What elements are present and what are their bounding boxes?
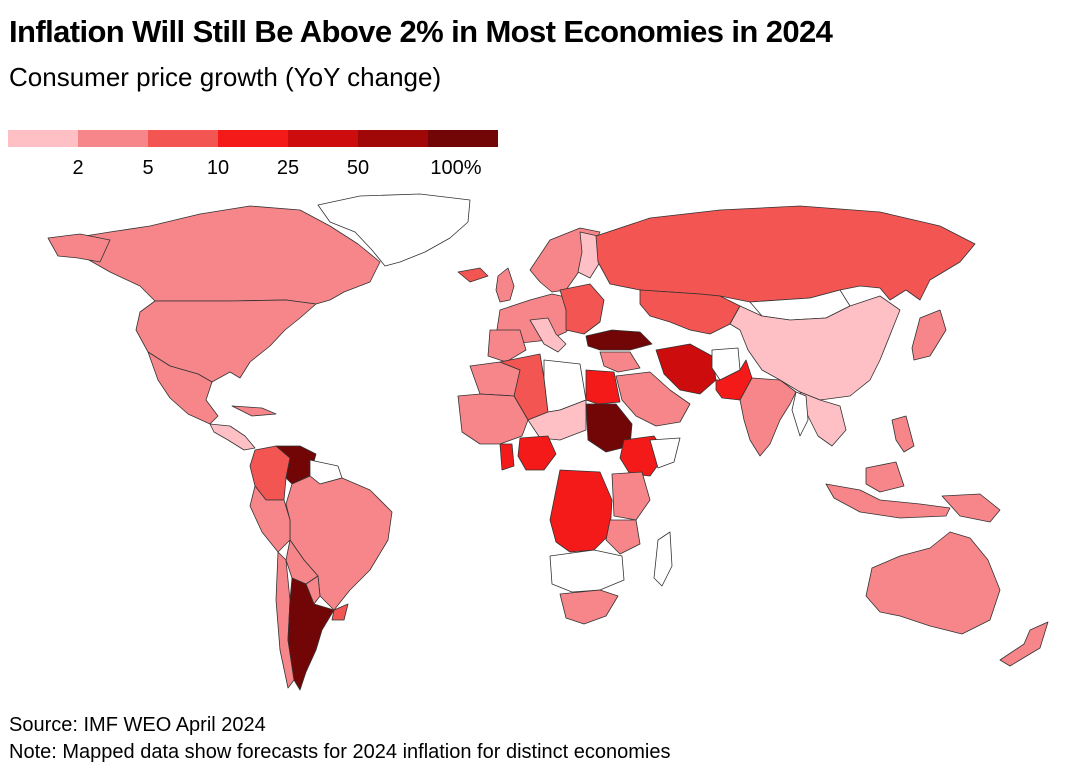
region-india bbox=[739, 377, 797, 457]
region-iberia bbox=[487, 329, 527, 363]
legend-swatch-5 bbox=[288, 130, 358, 147]
region-russia bbox=[595, 205, 976, 303]
region-south-africa bbox=[559, 589, 619, 625]
world-map bbox=[47, 193, 1049, 691]
region-greenland bbox=[317, 193, 471, 267]
region-japan bbox=[911, 309, 947, 361]
chart-subtitle: Consumer price growth (YoY change) bbox=[9, 62, 442, 92]
region-central-asia bbox=[639, 289, 741, 335]
region-southern-africa-north bbox=[549, 549, 625, 593]
region-west-africa bbox=[457, 393, 529, 445]
region-china bbox=[729, 295, 901, 401]
legend-swatch-4 bbox=[218, 130, 288, 147]
region-philippines bbox=[891, 415, 915, 453]
chart-title: Inflation Will Still Be Above 2% in Most… bbox=[9, 14, 833, 49]
legend-swatch-7 bbox=[428, 130, 498, 147]
region-levant bbox=[599, 351, 641, 373]
region-australia bbox=[865, 531, 1001, 635]
legend-swatch-2 bbox=[78, 130, 148, 147]
region-caribbean bbox=[231, 405, 277, 417]
region-mexico bbox=[147, 351, 219, 425]
legend-tick: 5 bbox=[142, 157, 154, 179]
region-central-america bbox=[209, 423, 256, 451]
legend-tick: 10 bbox=[206, 157, 230, 179]
region-iran bbox=[655, 343, 717, 395]
region-canada bbox=[59, 205, 381, 305]
region-central-africa bbox=[549, 469, 613, 553]
region-southeast-asia bbox=[799, 391, 847, 447]
legend-tick: 25 bbox=[276, 157, 300, 179]
region-new-guinea bbox=[941, 493, 1001, 523]
region-egypt bbox=[585, 369, 621, 405]
legend-swatch-6 bbox=[358, 130, 428, 147]
region-tanzania bbox=[605, 519, 641, 555]
legend-tick: 50 bbox=[346, 157, 370, 179]
region-madagascar bbox=[653, 531, 673, 587]
legend-swatch-3 bbox=[148, 130, 218, 147]
region-united-kingdom bbox=[495, 267, 515, 303]
legend-tick: 100% bbox=[430, 157, 482, 179]
region-iceland bbox=[457, 267, 489, 283]
region-argentina bbox=[287, 577, 335, 691]
region-uruguay bbox=[331, 603, 349, 621]
region-indonesia bbox=[825, 483, 951, 519]
region-ghana bbox=[499, 443, 515, 471]
region-horn bbox=[649, 437, 681, 469]
region-turkey bbox=[585, 329, 653, 351]
region-east-africa bbox=[611, 471, 651, 521]
footnote: Note: Mapped data show forecasts for 202… bbox=[9, 741, 671, 763]
region-alaska bbox=[47, 233, 111, 263]
region-italy-balkans bbox=[529, 317, 567, 353]
region-nigeria bbox=[517, 435, 557, 471]
legend-tick: 2 bbox=[72, 157, 84, 179]
legend-swatch-1 bbox=[8, 130, 78, 147]
region-eastern-europe bbox=[559, 283, 605, 335]
color-legend: 2 5 10 25 50 100% bbox=[8, 130, 500, 180]
region-united-states bbox=[135, 299, 317, 383]
region-arabia bbox=[615, 371, 691, 427]
region-indochina bbox=[791, 391, 809, 437]
region-borneo bbox=[865, 461, 905, 493]
region-new-zealand bbox=[999, 621, 1049, 667]
source-note: Source: IMF WEO April 2024 bbox=[9, 714, 266, 736]
